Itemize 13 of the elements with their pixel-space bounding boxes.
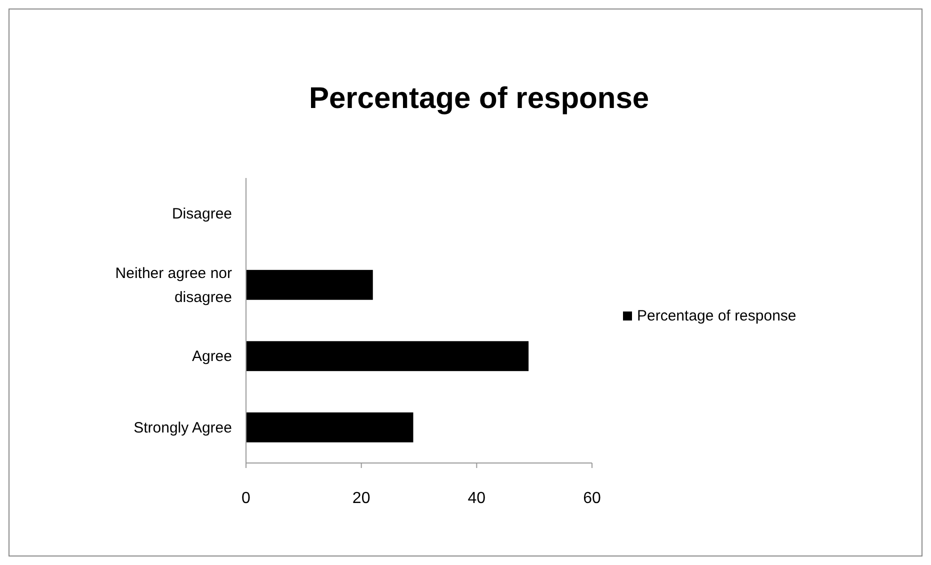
x-tick-label: 40 (468, 490, 486, 507)
bar (246, 412, 414, 442)
bar (246, 341, 529, 372)
bar (246, 270, 373, 300)
x-tick-label: 60 (583, 490, 601, 507)
chart-title: Percentage of response (308, 82, 650, 115)
y-tick-label: Strongly Agree (134, 419, 232, 436)
y-tick-label: Disagree (172, 206, 232, 223)
legend-label: Percentage of response (637, 308, 796, 324)
x-tick-label: 20 (352, 490, 370, 507)
y-tick-label: Agree (192, 348, 232, 366)
x-tick-label: 0 (242, 490, 251, 507)
y-tick-label: Neither agree nor disagree (115, 264, 232, 306)
